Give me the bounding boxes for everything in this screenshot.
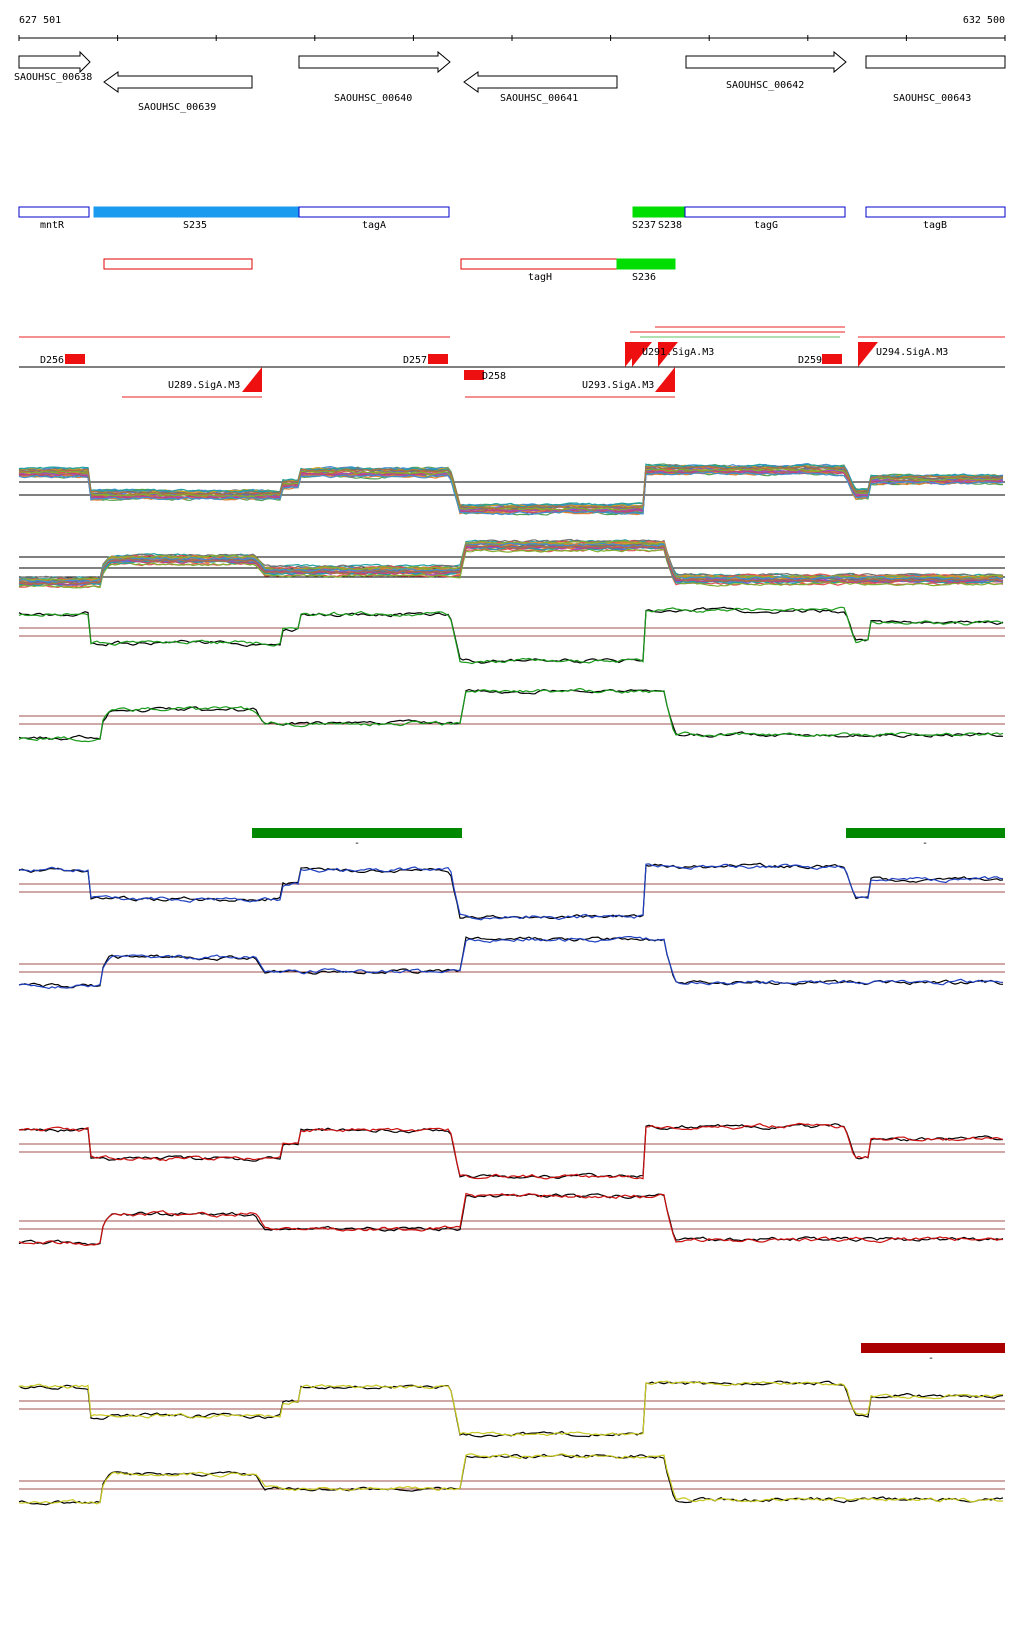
sample-profile-line: [18, 863, 1004, 921]
condition-bar-label: -: [928, 1353, 934, 1364]
feature-box[interactable]: [93, 206, 300, 218]
sample-profile-line: [18, 687, 1004, 743]
condition-bar-label: -: [922, 838, 928, 849]
terminator-block[interactable]: [65, 354, 85, 364]
gene-arrow[interactable]: SAOUHSC_00642: [685, 50, 847, 91]
feature-label: S238: [658, 220, 682, 231]
feature-label: tagA: [362, 220, 386, 231]
feature-label: S237: [632, 220, 656, 231]
condition-bars: - - -: [252, 828, 1005, 1364]
sample-profile-line: [18, 1453, 1004, 1505]
sample-profile-line: [18, 1122, 1004, 1180]
sample-profile-line: [18, 1453, 1004, 1506]
promoter-flag[interactable]: [632, 342, 652, 367]
sample-profile-line: [18, 936, 1004, 990]
sample-profile-line: [18, 547, 1004, 589]
gene-track: SAOUHSC_00638 SAOUHSC_00639 SAOUHSC_0064…: [14, 50, 1006, 113]
sample-profile-line: [18, 1380, 1004, 1437]
terminator-block[interactable]: [428, 354, 448, 364]
coordinate-ruler: 627 501 632 500: [18, 15, 1006, 41]
promoter-label: U293.SigA.M3: [582, 380, 654, 391]
sample-profile-line: [18, 688, 1004, 741]
promoter-flag[interactable]: [658, 342, 678, 367]
promoter-flag[interactable]: [242, 367, 262, 392]
sample-profile-line: [18, 606, 1004, 665]
feature-label: tagH: [528, 272, 552, 283]
feature-box[interactable]: [616, 258, 676, 270]
promoter-flag[interactable]: [655, 367, 675, 392]
gene-arrow[interactable]: SAOUHSC_00643: [865, 55, 1006, 104]
promoter-label: D257: [403, 355, 427, 366]
sample-profile-line: [18, 464, 1003, 509]
feature-box[interactable]: [460, 258, 618, 270]
promoter-label: U289.SigA.M3: [168, 380, 240, 391]
feature-box[interactable]: [103, 258, 253, 270]
sample-profile-line: [18, 1192, 1004, 1247]
sample-profile-line: [18, 463, 1004, 508]
sample-profile-line: [18, 464, 1004, 508]
sample-profile-line: [18, 542, 1004, 584]
promoter-flag[interactable]: [858, 342, 878, 367]
gene-arrow[interactable]: SAOUHSC_00639: [103, 71, 253, 113]
gene-arrow[interactable]: SAOUHSC_00640: [298, 50, 451, 104]
ruler-start-label: 627 501: [19, 15, 61, 26]
gene-label: SAOUHSC_00639: [138, 102, 216, 113]
sample-profile-line: [18, 544, 1004, 585]
sample-profile-line: [18, 467, 1004, 511]
gene-arrow[interactable]: SAOUHSC_00638: [14, 50, 92, 83]
sample-profile-line: [19, 463, 1004, 508]
gene-label: SAOUHSC_00642: [726, 80, 804, 91]
sample-profile-line: [18, 464, 1004, 508]
feature-box[interactable]: [298, 206, 450, 218]
condition-bar[interactable]: [861, 1343, 1005, 1353]
condition-bar[interactable]: [252, 828, 462, 838]
terminator-block[interactable]: [464, 370, 484, 380]
promoter-label: D258: [482, 371, 506, 382]
gene-label: SAOUHSC_00640: [334, 93, 412, 104]
ruler-end-label: 632 500: [963, 15, 1005, 26]
feature-box[interactable]: [632, 206, 664, 218]
sample-profile-line: [18, 862, 1004, 920]
promoter-track: D256 D257 D258 D259 U289.SigA.M3 U293.Si…: [19, 326, 1005, 398]
sample-profile-line: [18, 548, 1004, 589]
sample-profile-line: [18, 465, 1004, 510]
feature-label: tagG: [754, 220, 778, 231]
feature-track-row1: mntR S235 tagA S237 S238 tagG tagB: [18, 206, 1006, 231]
feature-label: S236: [632, 272, 656, 283]
promoter-label: U291.SigA.M3: [642, 347, 714, 358]
gene-label: SAOUHSC_00641: [500, 93, 578, 104]
sample-profile-line: [18, 1123, 1004, 1180]
terminator-block[interactable]: [822, 354, 842, 364]
feature-box[interactable]: [684, 206, 846, 218]
gene-label: SAOUHSC_00638: [14, 72, 92, 83]
feature-box[interactable]: [662, 206, 686, 218]
sample-profile-line: [18, 936, 1004, 989]
feature-box[interactable]: [865, 206, 1006, 218]
sample-profile-line: [18, 606, 1004, 664]
feature-label: tagB: [923, 220, 947, 231]
condition-bar[interactable]: [846, 828, 1005, 838]
expression-tracks: [18, 462, 1005, 1506]
feature-track-row2: tagH S236: [103, 258, 676, 283]
gene-arrow[interactable]: SAOUHSC_00641: [463, 71, 618, 104]
promoter-label: D259: [798, 355, 822, 366]
feature-box[interactable]: [18, 206, 90, 218]
condition-bar-label: -: [354, 838, 360, 849]
feature-label: S235: [183, 220, 207, 231]
sample-profile-line: [18, 471, 1004, 516]
feature-label: mntR: [40, 220, 65, 231]
promoter-label: D256: [40, 355, 64, 366]
gene-label: SAOUHSC_00643: [893, 93, 971, 104]
promoter-label: U294.SigA.M3: [876, 347, 948, 358]
